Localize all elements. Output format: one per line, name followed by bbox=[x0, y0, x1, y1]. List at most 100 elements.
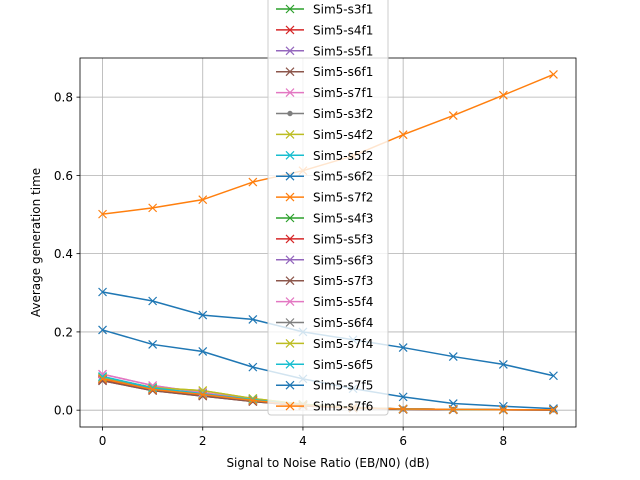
legend-entry: Sim5-s7f2 bbox=[276, 191, 373, 205]
legend-marker bbox=[285, 171, 295, 181]
y-tick-label: 0.6 bbox=[54, 169, 73, 183]
y-tick-label: 0.4 bbox=[54, 247, 73, 261]
legend-marker bbox=[285, 401, 295, 411]
legend-marker bbox=[285, 318, 295, 327]
legend-marker bbox=[285, 88, 295, 98]
legend-entry: Sim5-s4f1 bbox=[276, 23, 373, 37]
data-point bbox=[498, 405, 508, 415]
data-point bbox=[549, 70, 558, 79]
data-point bbox=[248, 362, 258, 372]
data-point bbox=[498, 401, 508, 411]
legend-marker bbox=[287, 110, 293, 117]
data-point bbox=[448, 404, 458, 414]
legend-label: Sim5-s4f1 bbox=[313, 23, 373, 37]
legend-label: Sim5-s5f3 bbox=[313, 232, 373, 246]
legend-label: Sim5-s5f2 bbox=[313, 149, 373, 163]
data-point bbox=[498, 90, 508, 100]
legend-label: Sim5-s3f2 bbox=[313, 107, 373, 121]
x-tick-label: 0 bbox=[99, 434, 107, 448]
legend-entry: Sim5-s7f6 bbox=[276, 400, 373, 414]
data-point bbox=[98, 374, 107, 384]
legend-label: Sim5-s6f3 bbox=[313, 253, 373, 267]
y-tick-label: 0.0 bbox=[54, 404, 73, 418]
data-point bbox=[398, 404, 408, 414]
legend-label: Sim5-s5f1 bbox=[313, 44, 373, 58]
legend-entry: Sim5-s6f2 bbox=[276, 170, 373, 184]
data-point bbox=[148, 383, 158, 393]
legend-label: Sim5-s7f6 bbox=[313, 400, 373, 414]
data-point bbox=[198, 390, 208, 399]
legend-label: Sim5-s7f2 bbox=[313, 191, 373, 205]
legend-marker bbox=[285, 25, 295, 35]
data-point bbox=[148, 340, 158, 349]
legend-entry: Sim5-s7f5 bbox=[276, 379, 373, 393]
y-tick-label: 0.8 bbox=[54, 91, 73, 105]
legend-box bbox=[267, 0, 389, 416]
data-point bbox=[248, 314, 258, 324]
legend-entry: Sim5-s7f3 bbox=[276, 274, 373, 288]
legend-label: Sim5-s4f2 bbox=[313, 128, 373, 142]
data-point bbox=[98, 209, 107, 219]
legend-label: Sim5-s7f4 bbox=[313, 337, 373, 351]
data-point bbox=[398, 392, 408, 402]
data-point bbox=[198, 195, 208, 205]
data-point bbox=[549, 404, 558, 414]
data-point bbox=[248, 177, 258, 187]
legend-marker bbox=[285, 234, 295, 244]
legend-label: Sim5-s6f2 bbox=[313, 170, 373, 184]
legend: Sim5-s3f1 Sim5-s4f1 Sim5-s5f1 Sim5-s6f1 Sim5… bbox=[267, 0, 389, 416]
legend-marker bbox=[285, 129, 295, 139]
legend-entry: Sim5-s4f2 bbox=[276, 128, 373, 142]
legend-entry: Sim5-s6f3 bbox=[276, 253, 373, 267]
legend-entry: Sim5-s6f5 bbox=[276, 358, 373, 372]
data-point bbox=[448, 352, 458, 361]
legend-entry: Sim5-s6f1 bbox=[276, 65, 373, 79]
legend-entry: Sim5-s5f1 bbox=[276, 44, 373, 58]
legend-marker bbox=[285, 46, 295, 56]
data-point bbox=[148, 385, 158, 394]
legend-marker bbox=[285, 213, 295, 223]
legend-marker bbox=[285, 192, 295, 202]
legend-label: Sim5-s7f1 bbox=[313, 86, 373, 100]
data-point bbox=[148, 203, 158, 213]
legend-label: Sim5-s5f4 bbox=[313, 295, 373, 309]
data-point bbox=[549, 405, 558, 415]
legend-marker bbox=[285, 338, 295, 348]
data-point bbox=[198, 310, 208, 320]
legend-entry: Sim5-s3f2 bbox=[276, 107, 373, 121]
legend-entry: Sim5-s5f4 bbox=[276, 295, 373, 309]
legend-label: Sim5-s7f5 bbox=[313, 379, 373, 393]
x-axis-label: Signal to Noise Ratio (EB/N0) (dB) bbox=[226, 456, 429, 470]
y-axis-label: Average generation time bbox=[29, 168, 43, 317]
data-point bbox=[198, 347, 208, 356]
legend-marker bbox=[285, 276, 295, 286]
data-point bbox=[98, 287, 107, 297]
data-point bbox=[398, 130, 408, 140]
legend-marker bbox=[285, 359, 295, 369]
data-point bbox=[448, 111, 458, 120]
legend-entry: Sim5-s5f3 bbox=[276, 232, 373, 246]
legend-marker bbox=[285, 380, 295, 390]
legend-label: Sim5-s6f4 bbox=[313, 316, 373, 330]
legend-label: Sim5-s4f3 bbox=[313, 212, 373, 226]
y-tick-label: 0.2 bbox=[54, 325, 73, 339]
data-point bbox=[498, 359, 508, 369]
legend-entry: Sim5-s4f3 bbox=[276, 212, 373, 226]
legend-entry: Sim5-s5f2 bbox=[276, 149, 373, 163]
legend-marker bbox=[285, 297, 295, 307]
legend-entry: Sim5-s6f4 bbox=[276, 316, 373, 330]
legend-label: Sim5-s7f3 bbox=[313, 274, 373, 288]
x-tick-label: 8 bbox=[500, 434, 508, 448]
legend-entry: Sim5-s7f4 bbox=[276, 337, 373, 351]
legend-marker bbox=[285, 4, 295, 14]
x-tick-label: 2 bbox=[199, 434, 207, 448]
data-point bbox=[398, 343, 408, 352]
ticks: 0 2 4 6 8 0.0 0.2 0.4 0.6 0.8 bbox=[54, 91, 507, 448]
data-point bbox=[148, 296, 158, 306]
legend-label: Sim5-s3f1 bbox=[313, 3, 373, 17]
legend-marker bbox=[285, 150, 295, 160]
legend-marker bbox=[285, 67, 295, 77]
legend-entry: Sim5-s7f1 bbox=[276, 86, 373, 100]
legend-entry: Sim5-s3f1 bbox=[276, 3, 373, 17]
